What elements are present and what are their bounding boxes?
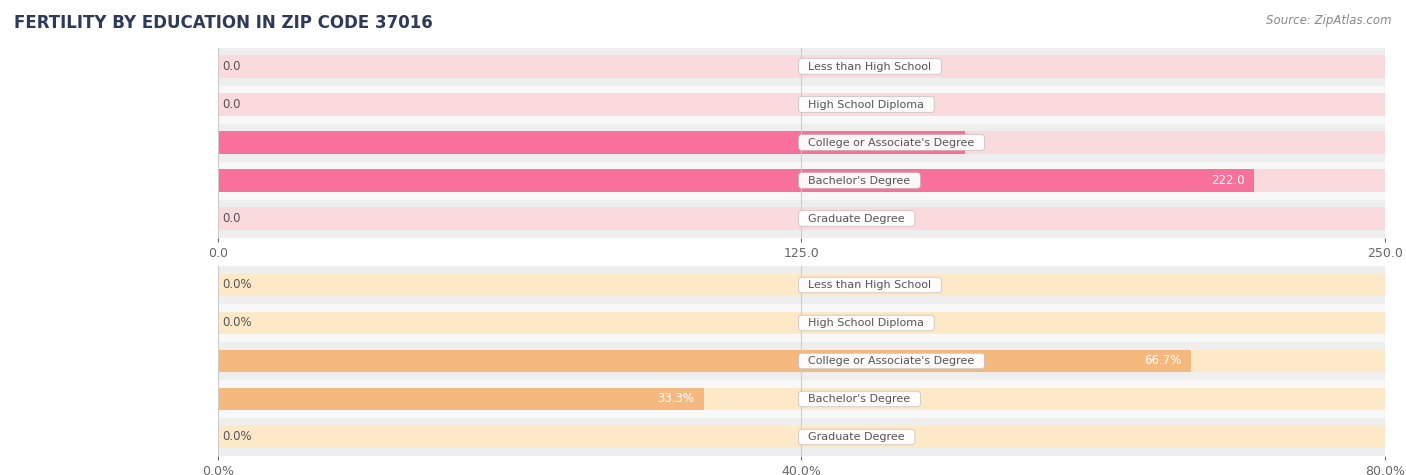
- Bar: [218, 55, 1385, 78]
- Bar: [218, 86, 1385, 124]
- Bar: [218, 207, 1385, 230]
- Bar: [218, 388, 703, 410]
- Bar: [218, 350, 1191, 372]
- Bar: [218, 48, 1385, 86]
- Bar: [218, 169, 1254, 192]
- Bar: [218, 388, 1385, 410]
- Text: 0.0%: 0.0%: [222, 278, 252, 292]
- Bar: [218, 342, 1385, 380]
- Text: College or Associate's Degree: College or Associate's Degree: [801, 137, 981, 148]
- Text: 160.0: 160.0: [922, 136, 956, 149]
- Text: 0.0: 0.0: [222, 60, 240, 73]
- Bar: [218, 131, 1385, 154]
- Text: Source: ZipAtlas.com: Source: ZipAtlas.com: [1267, 14, 1392, 27]
- Bar: [218, 93, 1385, 116]
- Text: Graduate Degree: Graduate Degree: [801, 432, 912, 442]
- Text: Less than High School: Less than High School: [801, 280, 939, 290]
- Text: 66.7%: 66.7%: [1144, 354, 1181, 368]
- Bar: [218, 380, 1385, 418]
- Bar: [218, 131, 965, 154]
- Text: High School Diploma: High School Diploma: [801, 318, 931, 328]
- Bar: [218, 274, 1385, 296]
- Text: 0.0: 0.0: [222, 212, 240, 225]
- Text: College or Associate's Degree: College or Associate's Degree: [801, 356, 981, 366]
- Text: Less than High School: Less than High School: [801, 61, 939, 72]
- Bar: [218, 169, 1385, 192]
- Bar: [218, 162, 1385, 199]
- Bar: [218, 266, 1385, 304]
- Bar: [218, 304, 1385, 342]
- Text: 33.3%: 33.3%: [658, 392, 695, 406]
- Text: Bachelor's Degree: Bachelor's Degree: [801, 175, 918, 186]
- Text: 0.0: 0.0: [222, 98, 240, 111]
- Bar: [218, 124, 1385, 162]
- Bar: [218, 418, 1385, 456]
- Bar: [218, 426, 1385, 448]
- Text: Bachelor's Degree: Bachelor's Degree: [801, 394, 918, 404]
- Text: FERTILITY BY EDUCATION IN ZIP CODE 37016: FERTILITY BY EDUCATION IN ZIP CODE 37016: [14, 14, 433, 32]
- Text: Graduate Degree: Graduate Degree: [801, 213, 912, 224]
- Text: 0.0%: 0.0%: [222, 316, 252, 330]
- Bar: [218, 350, 1385, 372]
- Text: 0.0%: 0.0%: [222, 430, 252, 444]
- Bar: [218, 312, 1385, 334]
- Text: 222.0: 222.0: [1211, 174, 1244, 187]
- Text: High School Diploma: High School Diploma: [801, 99, 931, 110]
- Bar: [218, 200, 1385, 238]
